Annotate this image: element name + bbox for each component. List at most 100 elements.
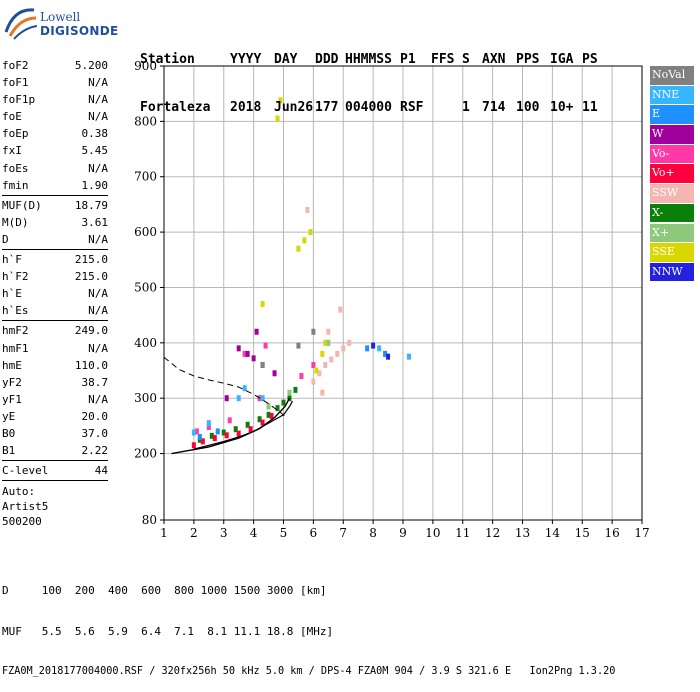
footer-info: D 100 200 400 600 800 1000 1500 3000 [km… bbox=[2, 557, 615, 692]
param-value: N/A bbox=[88, 287, 108, 301]
auto-label: Auto: bbox=[2, 485, 36, 498]
param-value: N/A bbox=[88, 76, 108, 90]
echo-point-vo bbox=[236, 430, 241, 437]
param-row: yF2 38.7 bbox=[2, 374, 108, 391]
echo-point-nne bbox=[260, 395, 265, 402]
echo-point-w bbox=[236, 345, 241, 352]
x-tick-label: 11 bbox=[455, 526, 470, 540]
param-row: foE N/A bbox=[2, 108, 108, 125]
echo-point-w bbox=[245, 350, 250, 357]
param-row: h`Es N/A bbox=[2, 302, 108, 319]
echo-point-sse bbox=[320, 350, 325, 357]
echo-point-vo bbox=[260, 419, 265, 426]
param-name: hmE bbox=[2, 358, 22, 372]
param-value: N/A bbox=[88, 110, 108, 124]
param-row: yE 20.0 bbox=[2, 408, 108, 425]
param-value: N/A bbox=[88, 392, 108, 406]
header-row1-cell: AXN bbox=[482, 52, 506, 67]
header-row1-cell: DDD bbox=[315, 52, 339, 67]
echo-point-ssw bbox=[311, 378, 316, 385]
echo-point-e bbox=[197, 433, 202, 440]
param-name: B1 bbox=[2, 444, 16, 458]
echo-point-ssw bbox=[326, 328, 331, 335]
polarization-legend: NoVal NNE E W Vo- Vo+ SSW X- X+ SSE NNW bbox=[650, 66, 694, 283]
y-tick-label: 900 bbox=[134, 59, 157, 73]
echo-point-e bbox=[215, 428, 220, 435]
echo-point-vo bbox=[263, 342, 268, 349]
param-row: foF1p N/A bbox=[2, 91, 108, 108]
param-row: fmin 1.90 bbox=[2, 177, 108, 194]
echo-point-nne bbox=[406, 353, 411, 360]
param-name: fxI bbox=[2, 144, 22, 158]
param-value: 20.0 bbox=[81, 409, 109, 423]
param-separator bbox=[2, 460, 108, 462]
trace-curve bbox=[193, 400, 294, 450]
param-row: hmE 110.0 bbox=[2, 357, 108, 374]
echo-point-w bbox=[251, 355, 256, 362]
autoscaling-info: Auto: Artist5 500200 bbox=[2, 484, 48, 529]
echo-point-x bbox=[209, 432, 214, 439]
param-name: h`F bbox=[2, 253, 22, 267]
x-tick-label: 15 bbox=[575, 526, 590, 540]
echo-point-ssw bbox=[320, 389, 325, 396]
header-row1-cell: PPS bbox=[516, 52, 540, 67]
param-name: yE bbox=[2, 409, 16, 423]
echo-point-sse bbox=[260, 301, 265, 308]
echo-point-x bbox=[266, 403, 271, 410]
param-row: B1 2.22 bbox=[2, 442, 108, 459]
param-value: 5.200 bbox=[74, 59, 108, 72]
echo-point-vo bbox=[224, 432, 229, 439]
tick-labels: 1 2 3 4 5 6 7 8 9 10 11 12 13 14 15 16 17802003004005006… bbox=[134, 59, 650, 540]
echo-point-nnw bbox=[386, 353, 391, 360]
echo-point-x bbox=[233, 426, 238, 433]
x-tick-label: 2 bbox=[190, 526, 198, 540]
echo-point-x bbox=[281, 399, 286, 406]
station-header: Station YYYY DAY DDD HHMMSS P1 FFS S AXN PPS IGA PS… bbox=[140, 20, 598, 132]
param-value: 215.0 bbox=[74, 253, 108, 267]
x-tick-label: 17 bbox=[634, 526, 649, 540]
scaled-parameters: foF2 5.200 foF1 N/A foF1p N/A foE N/A foEp 0.38 fx… bbox=[2, 57, 108, 482]
y-tick-label: 500 bbox=[134, 280, 157, 294]
header-row1-cell: Station bbox=[140, 52, 195, 67]
echo-point-vo bbox=[248, 426, 253, 433]
x-tick-label: 8 bbox=[369, 526, 377, 540]
echo-point-sse bbox=[275, 115, 280, 122]
legend-item-e: E bbox=[650, 105, 694, 124]
header-row1-cell: YYYY bbox=[230, 52, 262, 67]
auto-code: 500200 bbox=[2, 515, 42, 528]
echo-point-nne bbox=[377, 345, 382, 352]
y-tick-label: 700 bbox=[134, 170, 157, 184]
y-tick-label: 600 bbox=[134, 225, 157, 239]
legend-item-noval: NoVal bbox=[650, 66, 694, 85]
x-tick-label: 10 bbox=[425, 526, 440, 540]
echo-point-sse bbox=[302, 237, 307, 244]
param-name: foF1p bbox=[2, 93, 36, 107]
echo-point-ssw bbox=[335, 350, 340, 357]
header-row2-cell: 2018 bbox=[230, 100, 262, 115]
echo-point-vo bbox=[200, 438, 205, 445]
param-separator bbox=[2, 480, 108, 482]
param-name: B0 bbox=[2, 426, 16, 440]
x-tick-label: 5 bbox=[280, 526, 288, 540]
header-row1-cell: S bbox=[462, 52, 470, 67]
param-row: yF1 N/A bbox=[2, 391, 108, 408]
param-value: N/A bbox=[88, 93, 108, 107]
param-name: foEp bbox=[2, 127, 29, 141]
echo-point-sse bbox=[323, 339, 328, 346]
echo-point-ssw bbox=[329, 356, 334, 363]
header-row1-cell: HHMMSS bbox=[345, 52, 392, 67]
echo-point-vo bbox=[242, 350, 247, 357]
echo-point-ssw bbox=[323, 361, 328, 368]
echo-point-sse bbox=[308, 229, 313, 236]
echo-point-noval bbox=[260, 361, 265, 368]
echo-point-noval bbox=[296, 342, 301, 349]
echo-point-x bbox=[275, 405, 280, 412]
param-value: N/A bbox=[88, 232, 108, 246]
legend-item-nnw: NNW bbox=[650, 262, 694, 282]
param-name: h`Es bbox=[2, 304, 29, 318]
echo-point-e bbox=[365, 345, 370, 352]
param-value: 38.7 bbox=[81, 375, 109, 389]
echo-point-nne bbox=[206, 420, 211, 427]
param-name: foEs bbox=[2, 161, 29, 175]
param-value: 44 bbox=[94, 464, 108, 478]
